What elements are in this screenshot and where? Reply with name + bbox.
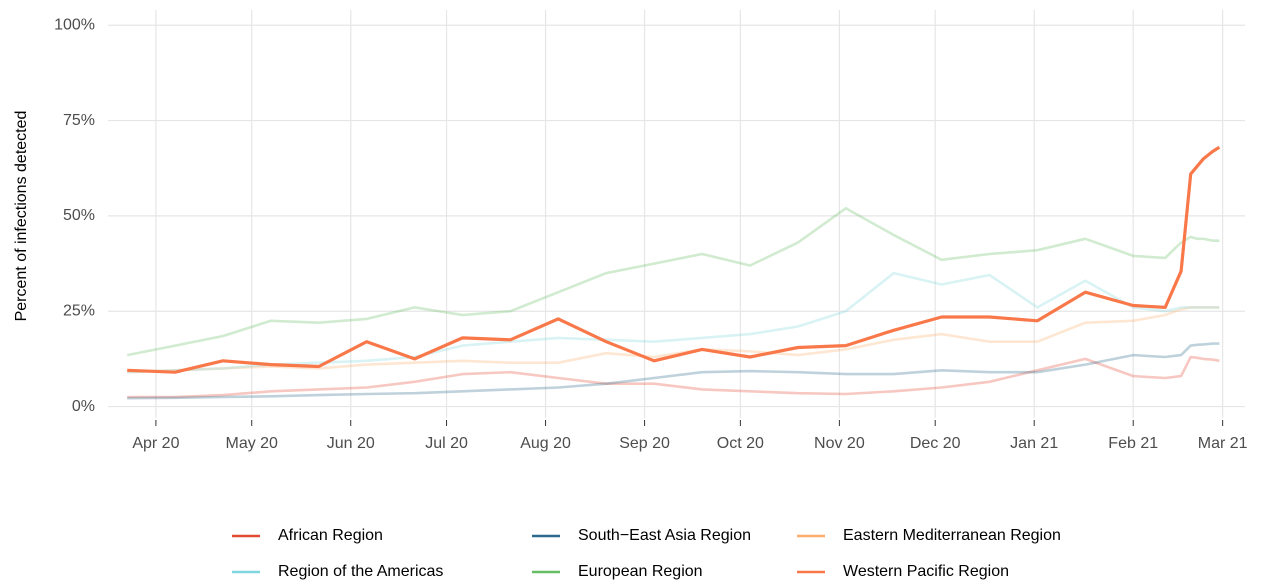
x-tick-label: Oct 20	[717, 435, 764, 452]
x-tick-label: Mar 21	[1198, 435, 1248, 452]
y-tick-label: 75%	[63, 112, 95, 129]
y-tick-label: 100%	[54, 16, 95, 33]
x-tick-label: Feb 21	[1108, 435, 1158, 452]
x-tick-label: Sep 20	[619, 435, 670, 452]
x-tick-label: Jul 20	[425, 435, 468, 452]
legend-label: South−East Asia Region	[578, 527, 751, 544]
legend-label: African Region	[278, 527, 383, 544]
y-axis-label: Percent of infections detected	[13, 111, 30, 322]
legend-label: European Region	[578, 563, 703, 580]
legend-label: Region of the Americas	[278, 563, 443, 580]
legend-label: Eastern Mediterranean Region	[843, 527, 1061, 544]
series-line	[126, 207, 1220, 357]
x-tick-label: Aug 20	[520, 435, 571, 452]
series-line	[127, 342, 1220, 400]
legend-label: Western Pacific Region	[843, 563, 1009, 580]
y-tick-label: 0%	[72, 398, 95, 415]
x-tick-label: Nov 20	[814, 435, 865, 452]
x-tick-label: Jun 20	[327, 435, 375, 452]
series-line	[127, 145, 1221, 374]
x-tick-label: Apr 20	[132, 435, 179, 452]
x-tick-label: Jan 21	[1010, 435, 1058, 452]
series-line	[127, 306, 1220, 374]
y-tick-label: 25%	[63, 302, 95, 319]
series-line	[127, 271, 1220, 374]
x-tick-label: May 20	[225, 435, 278, 452]
series-line	[127, 355, 1220, 399]
x-tick-label: Dec 20	[910, 435, 961, 452]
y-tick-label: 50%	[63, 207, 95, 224]
